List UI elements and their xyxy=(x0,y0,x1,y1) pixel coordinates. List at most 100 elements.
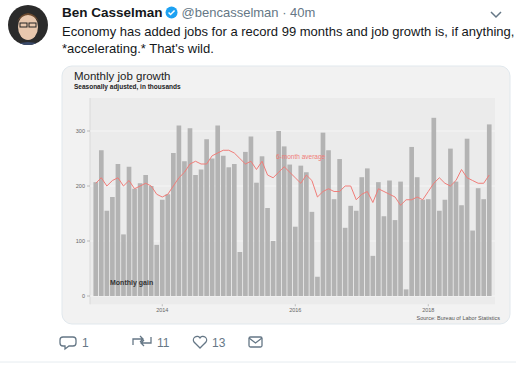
bar xyxy=(188,128,193,296)
avatar-bg xyxy=(8,5,48,45)
bar xyxy=(310,212,315,296)
bar xyxy=(193,175,198,296)
bar xyxy=(365,168,370,296)
bar xyxy=(204,139,209,296)
y-tick-label: 0 xyxy=(82,293,85,299)
bar xyxy=(221,156,226,296)
reply-count: 1 xyxy=(82,336,89,350)
bar xyxy=(177,126,182,297)
bar xyxy=(315,277,320,296)
bar xyxy=(337,159,342,296)
bar xyxy=(260,156,265,296)
x-tick xyxy=(428,304,429,306)
message-icon-flap xyxy=(249,338,262,343)
bar xyxy=(426,199,431,296)
author-handle: @bencasselman · 40m xyxy=(182,5,316,20)
bar xyxy=(298,166,303,296)
bar xyxy=(127,167,132,296)
bar xyxy=(393,220,398,296)
y-tick xyxy=(87,131,90,132)
bar xyxy=(143,175,148,296)
chart-subtitle: Seasonally adjusted, in thousands xyxy=(74,83,181,91)
bar xyxy=(348,206,353,296)
bar xyxy=(359,177,364,296)
reply-icon xyxy=(60,337,76,349)
bar xyxy=(409,147,414,296)
reply-button[interactable]: 1 xyxy=(60,336,89,350)
bar xyxy=(398,182,403,296)
bar xyxy=(448,149,453,296)
menu-chevron xyxy=(491,12,501,17)
bar xyxy=(376,182,381,296)
bar xyxy=(160,200,165,296)
bar xyxy=(470,231,475,296)
bar xyxy=(226,167,231,296)
plot-panel xyxy=(90,98,495,304)
y-axis-line xyxy=(90,98,91,304)
like-count: 13 xyxy=(212,336,226,350)
bar xyxy=(287,165,292,296)
bar xyxy=(232,164,237,296)
message-button[interactable] xyxy=(249,337,262,347)
bar xyxy=(415,177,420,296)
y-tick-label: 300 xyxy=(76,128,85,134)
bar xyxy=(382,216,387,296)
avatar-face xyxy=(18,14,38,40)
avatar-image xyxy=(8,5,48,48)
retweet-count: 11 xyxy=(157,336,170,350)
bar xyxy=(420,200,425,296)
bar xyxy=(171,153,176,296)
bar xyxy=(387,181,392,297)
bar xyxy=(165,194,170,296)
bar xyxy=(465,139,470,296)
x-tick-label: 2014 xyxy=(156,307,168,313)
message-icon xyxy=(249,337,262,347)
verified-check xyxy=(169,11,175,15)
bar xyxy=(254,183,259,296)
bar xyxy=(481,199,486,296)
chart-source: Source: Bureau of Labor Statistics xyxy=(417,315,501,321)
chart-card xyxy=(62,66,510,324)
bar xyxy=(116,164,121,296)
tweet-text: *accelerating.* That's wild. xyxy=(62,41,214,56)
bar xyxy=(332,199,337,296)
bar xyxy=(199,170,204,297)
bar xyxy=(304,172,309,296)
y-tick xyxy=(87,241,90,242)
bar xyxy=(243,152,248,296)
bar xyxy=(271,241,276,296)
bar xyxy=(249,137,254,297)
bar xyxy=(343,228,348,296)
bar xyxy=(293,227,298,296)
bar xyxy=(487,124,492,296)
bar xyxy=(476,188,481,296)
x-tick-label: 2016 xyxy=(289,307,301,313)
bar xyxy=(99,150,104,296)
y-tick xyxy=(87,186,90,187)
avatar-glasses xyxy=(29,23,36,27)
avatar-hair xyxy=(17,13,39,22)
bar xyxy=(431,118,436,296)
bar xyxy=(121,234,126,296)
avatar-shirt xyxy=(10,42,46,48)
author-name: Ben Casselman xyxy=(62,5,163,20)
retweet-button[interactable]: 11 xyxy=(133,336,170,350)
like-icon xyxy=(193,336,206,348)
page: Ben Casselman@bencasselman · 40mEconomy … xyxy=(0,0,516,366)
bar xyxy=(371,256,376,296)
bar xyxy=(210,159,215,297)
bar xyxy=(404,289,409,296)
bar xyxy=(354,211,359,296)
avatar xyxy=(8,5,48,48)
chart-title: Monthly job growth xyxy=(74,70,171,82)
y-tick-label: 200 xyxy=(76,183,85,189)
y-tick xyxy=(87,296,90,297)
plot-marks xyxy=(93,118,491,296)
divider xyxy=(0,362,516,363)
avatar-glasses xyxy=(20,23,27,27)
bar xyxy=(215,126,220,297)
bar xyxy=(326,150,331,296)
like-button[interactable]: 13 xyxy=(193,336,225,350)
bar xyxy=(443,200,448,296)
verified-badge xyxy=(166,7,178,19)
